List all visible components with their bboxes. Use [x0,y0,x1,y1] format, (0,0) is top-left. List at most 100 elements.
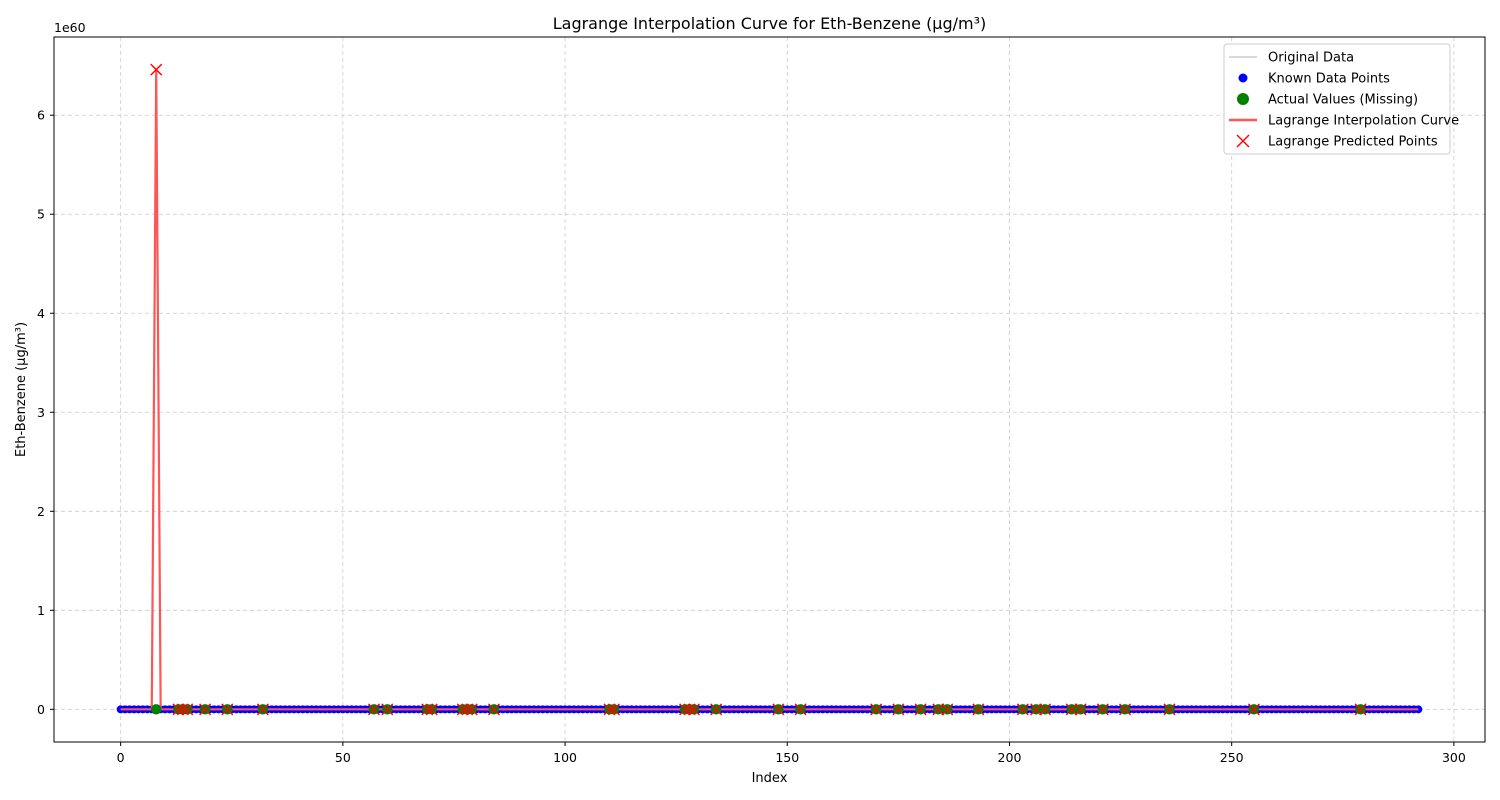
predicted-point-stroke [607,703,620,716]
predicted-point [199,703,212,716]
predicted-point [367,703,380,716]
predicted-point [941,703,954,716]
legend-label: Original Data [1268,51,1354,66]
legend-item: Known Data Points [1238,72,1390,87]
predicted-point [892,703,905,716]
legend-item: Actual Values (Missing) [1237,93,1418,108]
legend-swatch [1238,73,1248,83]
predicted-point [1354,703,1367,716]
x-tick-label: 0 [117,750,125,765]
predicted-point [425,703,438,716]
legend-item: Lagrange Predicted Points [1236,134,1438,150]
predicted-point [972,703,985,716]
predicted-point [461,703,474,716]
predicted-point [794,703,807,716]
y-axis-label: Eth-Benzene (µg/m³) [14,322,29,457]
predicted-point-stroke [1039,703,1052,716]
legend-label: Lagrange Predicted Points [1268,135,1438,150]
predicted-point [687,703,700,716]
predicted-point-stroke [1163,703,1176,716]
predicted-point-stroke [487,703,500,716]
predicted-point [456,703,469,716]
legend-label: Actual Values (Missing) [1268,93,1418,108]
ticks: 0 50 100 150 200 250 300 0 1 2 3 4 5 6 [37,108,1466,765]
predicted-point-stroke [794,703,807,716]
predicted-point [181,703,194,716]
predicted-point-stroke [932,703,945,716]
predicted-point-stroke [172,703,185,716]
predicted-point-stroke [1030,703,1043,716]
predicted-point [607,703,620,716]
predicted-point-stroke [461,703,474,716]
predicted-point-stroke [683,703,696,716]
legend-label: Lagrange Interpolation Curve [1268,114,1459,129]
predicted-point [1247,703,1260,716]
predicted-point [421,703,434,716]
legend: Original Data Known Data Points Actual Val… [1223,43,1459,155]
y-axis-scale-label: 1e60 [54,20,86,35]
predicted-point-stroke [1016,703,1029,716]
predicted-point [221,703,234,716]
legend-swatch [1237,93,1249,105]
predicted-point-stroke [176,703,189,716]
legend-item: Lagrange Interpolation Curve [1229,114,1459,129]
predicted-point [932,703,945,716]
y-tick-label: 5 [37,207,45,222]
predicted-point-stroke [1096,703,1109,716]
predicted-point [870,703,883,716]
predicted-point-stroke [367,703,380,716]
predicted-point [772,703,785,716]
predicted-point [710,703,723,716]
predicted-point-stroke [1065,703,1078,716]
predicted-point [487,703,500,716]
predicted-point [150,63,163,76]
x-tick-label: 150 [775,750,799,765]
predicted-point-stroke [603,703,616,716]
plot-frame [53,36,1486,743]
predicted-point-stroke [972,703,985,716]
predicted-point [1096,703,1109,716]
predicted-point-stroke [1354,703,1367,716]
x-tick-label: 200 [998,750,1022,765]
predicted-point-stroke [892,703,905,716]
x-axis-label: Index [752,771,788,786]
x-tick-label: 50 [335,750,351,765]
predicted-point [914,703,927,716]
predicted-point [465,703,478,716]
predicted-point [1016,703,1029,716]
y-tick-label: 0 [37,702,45,717]
predicted-point-stroke [456,703,469,716]
predicted-point-stroke [941,703,954,716]
predicted-point-stroke [1119,703,1132,716]
predicted-point-stroke [221,703,234,716]
predicted-point-stroke [181,703,194,716]
y-tick-label: 3 [37,405,45,420]
actual-value-point [151,704,162,715]
series-layer [116,63,1423,716]
y-tick-label: 4 [37,306,45,321]
chart-title: Lagrange Interpolation Curve for Eth-Ben… [553,14,987,33]
predicted-point-stroke [772,703,785,716]
predicted-point-stroke [914,703,927,716]
predicted-point-stroke [710,703,723,716]
predicted-point [381,703,394,716]
predicted-point [1119,703,1132,716]
predicted-point [679,703,692,716]
legend-item: Original Data [1229,51,1354,66]
predicted-point [1074,703,1087,716]
predicted-point-stroke [870,703,883,716]
lagrange-curve [120,68,1419,711]
legend-swatch [1236,134,1250,148]
y-tick-label: 2 [37,504,45,519]
predicted-point-stroke [425,703,438,716]
legend-box [1223,43,1451,155]
predicted-point-stroke [1247,703,1260,716]
predicted-point-stroke [381,703,394,716]
predicted-point [172,703,185,716]
predicted-point-stroke [150,63,163,76]
predicted-point-stroke [199,703,212,716]
predicted-point [1039,703,1052,716]
predicted-point [1065,703,1078,716]
predicted-point [1030,703,1043,716]
